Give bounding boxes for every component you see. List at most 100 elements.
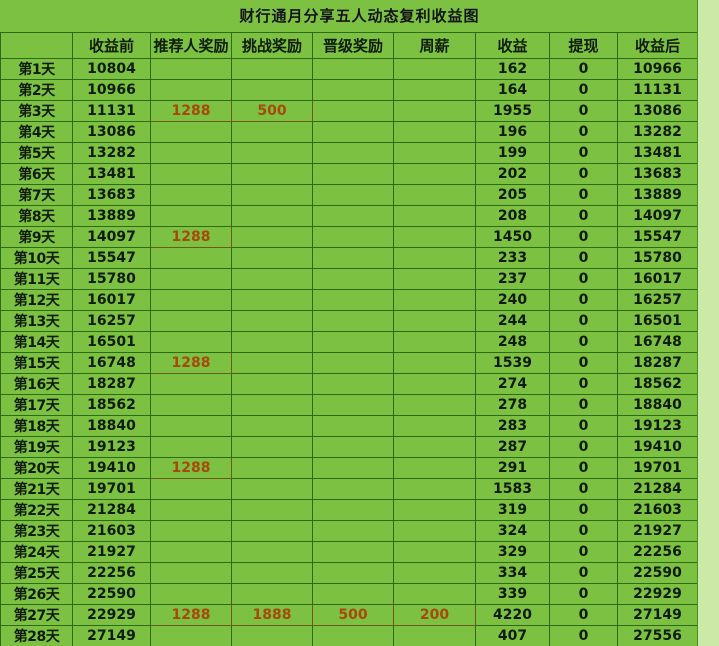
cell-gain[interactable]: 244 [475,310,550,332]
cell-day[interactable]: 第17天 [0,394,73,416]
cell-bonus-1[interactable] [150,142,232,164]
cell-bonus-1[interactable] [150,163,232,185]
cell-gain[interactable]: 287 [475,436,550,458]
cell-bonus-4[interactable] [393,478,476,500]
cell-gain[interactable]: 202 [475,163,550,185]
cell-after[interactable]: 22929 [617,583,698,605]
cell-bonus-2[interactable]: 1888 [231,604,313,626]
cell-gain[interactable]: 233 [475,247,550,269]
cell-before[interactable]: 15780 [72,268,151,290]
cell-after[interactable]: 19410 [617,436,698,458]
cell-bonus-1[interactable] [150,520,232,542]
cell-after[interactable]: 22590 [617,562,698,584]
cell-bonus-3[interactable] [312,394,394,416]
cell-bonus-3[interactable] [312,205,394,227]
cell-withdraw[interactable]: 0 [549,562,618,584]
cell-bonus-1[interactable]: 1288 [150,226,232,248]
cell-bonus-3[interactable] [312,142,394,164]
cell-bonus-4[interactable] [393,121,476,143]
cell-day[interactable]: 第7天 [0,184,73,206]
cell-bonus-3[interactable] [312,184,394,206]
cell-bonus-3[interactable] [312,541,394,563]
cell-bonus-4[interactable] [393,58,476,80]
cell-withdraw[interactable]: 0 [549,604,618,626]
cell-withdraw[interactable]: 0 [549,289,618,311]
cell-bonus-4[interactable] [393,373,476,395]
cell-before[interactable]: 21284 [72,499,151,521]
cell-withdraw[interactable]: 0 [549,163,618,185]
cell-before[interactable]: 13086 [72,121,151,143]
cell-day[interactable]: 第12天 [0,289,73,311]
cell-bonus-2[interactable] [231,478,313,500]
cell-bonus-3[interactable] [312,58,394,80]
cell-gain[interactable]: 1539 [475,352,550,374]
cell-before[interactable]: 19410 [72,457,151,479]
cell-bonus-3[interactable] [312,562,394,584]
cell-bonus-1[interactable] [150,121,232,143]
cell-withdraw[interactable]: 0 [549,436,618,458]
cell-bonus-3[interactable] [312,373,394,395]
cell-day[interactable]: 第11天 [0,268,73,290]
cell-gain[interactable]: 248 [475,331,550,353]
cell-withdraw[interactable]: 0 [549,58,618,80]
cell-day[interactable]: 第13天 [0,310,73,332]
cell-withdraw[interactable]: 0 [549,331,618,353]
cell-day[interactable]: 第21天 [0,478,73,500]
cell-bonus-4[interactable] [393,163,476,185]
cell-after[interactable]: 18287 [617,352,698,374]
cell-bonus-2[interactable]: 500 [231,100,313,122]
cell-before[interactable]: 13282 [72,142,151,164]
cell-gain[interactable]: 283 [475,415,550,437]
cell-bonus-3[interactable] [312,247,394,269]
cell-day[interactable]: 第14天 [0,331,73,353]
cell-withdraw[interactable]: 0 [549,415,618,437]
cell-bonus-4[interactable] [393,352,476,374]
cell-bonus-3[interactable] [312,520,394,542]
cell-bonus-3[interactable] [312,478,394,500]
cell-before[interactable]: 16748 [72,352,151,374]
cell-bonus-3[interactable] [312,415,394,437]
cell-gain[interactable]: 324 [475,520,550,542]
cell-before[interactable]: 19701 [72,478,151,500]
cell-bonus-2[interactable] [231,373,313,395]
cell-before[interactable]: 10966 [72,79,151,101]
cell-gain[interactable]: 162 [475,58,550,80]
cell-before[interactable]: 16257 [72,310,151,332]
cell-gain[interactable]: 274 [475,373,550,395]
cell-gain[interactable]: 196 [475,121,550,143]
cell-bonus-2[interactable] [231,184,313,206]
cell-day[interactable]: 第4天 [0,121,73,143]
cell-bonus-4[interactable] [393,394,476,416]
cell-bonus-1[interactable] [150,205,232,227]
cell-gain[interactable]: 4220 [475,604,550,626]
cell-before[interactable]: 22256 [72,562,151,584]
cell-before[interactable]: 11131 [72,100,151,122]
cell-bonus-4[interactable] [393,247,476,269]
cell-bonus-2[interactable] [231,394,313,416]
cell-gain[interactable]: 199 [475,142,550,164]
cell-bonus-3[interactable] [312,289,394,311]
cell-bonus-3[interactable] [312,163,394,185]
cell-bonus-4[interactable] [393,205,476,227]
cell-after[interactable]: 19701 [617,457,698,479]
cell-bonus-4[interactable] [393,289,476,311]
cell-bonus-3[interactable] [312,436,394,458]
cell-after[interactable]: 11131 [617,79,698,101]
cell-bonus-1[interactable] [150,583,232,605]
cell-before[interactable]: 13481 [72,163,151,185]
cell-withdraw[interactable]: 0 [549,520,618,542]
cell-after[interactable]: 13481 [617,142,698,164]
cell-day[interactable]: 第10天 [0,247,73,269]
cell-bonus-2[interactable] [231,121,313,143]
cell-withdraw[interactable]: 0 [549,142,618,164]
cell-bonus-3[interactable] [312,268,394,290]
cell-bonus-3[interactable] [312,226,394,248]
cell-bonus-1[interactable] [150,79,232,101]
cell-day[interactable]: 第3天 [0,100,73,122]
cell-bonus-3[interactable] [312,331,394,353]
cell-bonus-2[interactable] [231,415,313,437]
cell-bonus-1[interactable] [150,268,232,290]
cell-bonus-4[interactable] [393,310,476,332]
cell-after[interactable]: 13086 [617,100,698,122]
cell-day[interactable]: 第5天 [0,142,73,164]
